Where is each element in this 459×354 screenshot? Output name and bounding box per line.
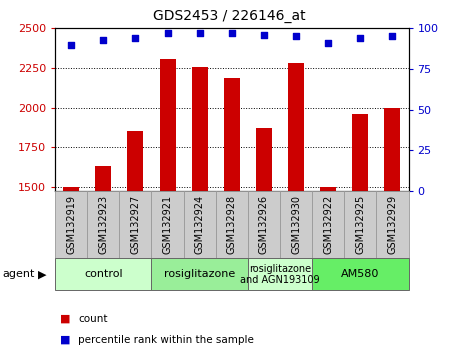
Point	[357, 35, 364, 41]
Text: ▶: ▶	[38, 269, 46, 279]
Text: GSM132929: GSM132929	[387, 195, 397, 254]
Text: GSM132922: GSM132922	[323, 195, 333, 254]
Bar	[151, 258, 248, 290]
Bar	[320, 187, 336, 191]
Text: GSM132923: GSM132923	[98, 195, 108, 254]
Text: GSM132925: GSM132925	[355, 195, 365, 254]
Text: AM580: AM580	[341, 269, 380, 279]
Text: agent: agent	[2, 269, 35, 279]
Text: control: control	[84, 269, 123, 279]
Bar	[216, 191, 248, 258]
Bar	[160, 58, 176, 191]
Bar	[55, 191, 87, 258]
Bar	[312, 191, 344, 258]
Bar	[312, 258, 409, 290]
Point	[67, 42, 75, 47]
Point	[260, 32, 268, 38]
Text: GDS2453 / 226146_at: GDS2453 / 226146_at	[153, 9, 306, 23]
Text: GSM132926: GSM132926	[259, 195, 269, 254]
Point	[164, 30, 171, 36]
Text: rosiglitazone
and AGN193109: rosiglitazone and AGN193109	[240, 263, 320, 285]
Point	[389, 34, 396, 39]
Bar	[280, 191, 312, 258]
Bar	[95, 166, 112, 191]
Bar	[344, 191, 376, 258]
Bar	[288, 63, 304, 191]
Text: GSM132928: GSM132928	[227, 195, 237, 254]
Text: GSM132927: GSM132927	[130, 195, 140, 254]
Bar	[224, 78, 240, 191]
Text: ■: ■	[60, 335, 70, 345]
Bar	[55, 258, 151, 290]
Bar	[353, 114, 369, 191]
Text: rosiglitazone: rosiglitazone	[164, 269, 235, 279]
Text: GSM132919: GSM132919	[66, 195, 76, 253]
Bar	[385, 108, 401, 191]
Bar	[128, 131, 144, 191]
Bar	[87, 191, 119, 258]
Bar	[192, 67, 208, 191]
Point	[100, 37, 107, 42]
Point	[325, 40, 332, 46]
Text: count: count	[78, 314, 107, 324]
Point	[196, 30, 203, 36]
Point	[292, 34, 300, 39]
Bar	[151, 191, 184, 258]
Point	[132, 35, 139, 41]
Text: GSM132930: GSM132930	[291, 195, 301, 253]
Text: GSM132921: GSM132921	[162, 195, 173, 254]
Bar	[119, 191, 151, 258]
Text: percentile rank within the sample: percentile rank within the sample	[78, 335, 254, 345]
Text: ■: ■	[60, 314, 70, 324]
Bar	[184, 191, 216, 258]
Text: GSM132924: GSM132924	[195, 195, 205, 254]
Bar	[256, 129, 272, 191]
Point	[228, 30, 235, 36]
Bar	[248, 191, 280, 258]
Bar	[376, 191, 409, 258]
Bar	[63, 187, 79, 191]
Bar	[248, 258, 312, 290]
